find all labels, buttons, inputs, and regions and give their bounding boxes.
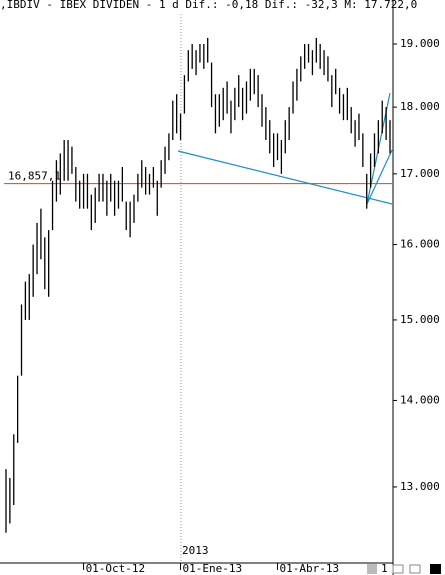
- toolbar-icon[interactable]: [392, 564, 404, 574]
- y-tick-label: 19.000: [400, 37, 440, 50]
- toolbar-label[interactable]: 1: [381, 562, 388, 575]
- y-tick-label: 18.000: [400, 100, 440, 113]
- year-label: 2013: [182, 544, 209, 557]
- toolbar-icon[interactable]: [409, 564, 421, 574]
- y-tick-label: 14.000: [400, 393, 440, 406]
- trend-line: [177, 150, 393, 205]
- reference-label: 16,857,1: [8, 170, 61, 183]
- y-tick-label: 15.000: [400, 313, 440, 326]
- chart-header: ,IBDIV - IBEX DIVIDEN - 1 d Dif.: -0,18 …: [0, 0, 417, 11]
- y-tick-label: 13.000: [400, 480, 440, 493]
- y-tick-label: 16.000: [400, 238, 440, 251]
- x-tick-label: 01-Abr-13: [280, 562, 340, 575]
- x-tick-label: 01-Ene-13: [183, 562, 243, 575]
- x-tick-label: 01-Oct-12: [86, 562, 146, 575]
- y-tick-label: 17.000: [400, 167, 440, 180]
- toolbar-icon[interactable]: [430, 564, 441, 574]
- toolbar-icon[interactable]: [367, 564, 377, 574]
- channel-line: [366, 149, 393, 205]
